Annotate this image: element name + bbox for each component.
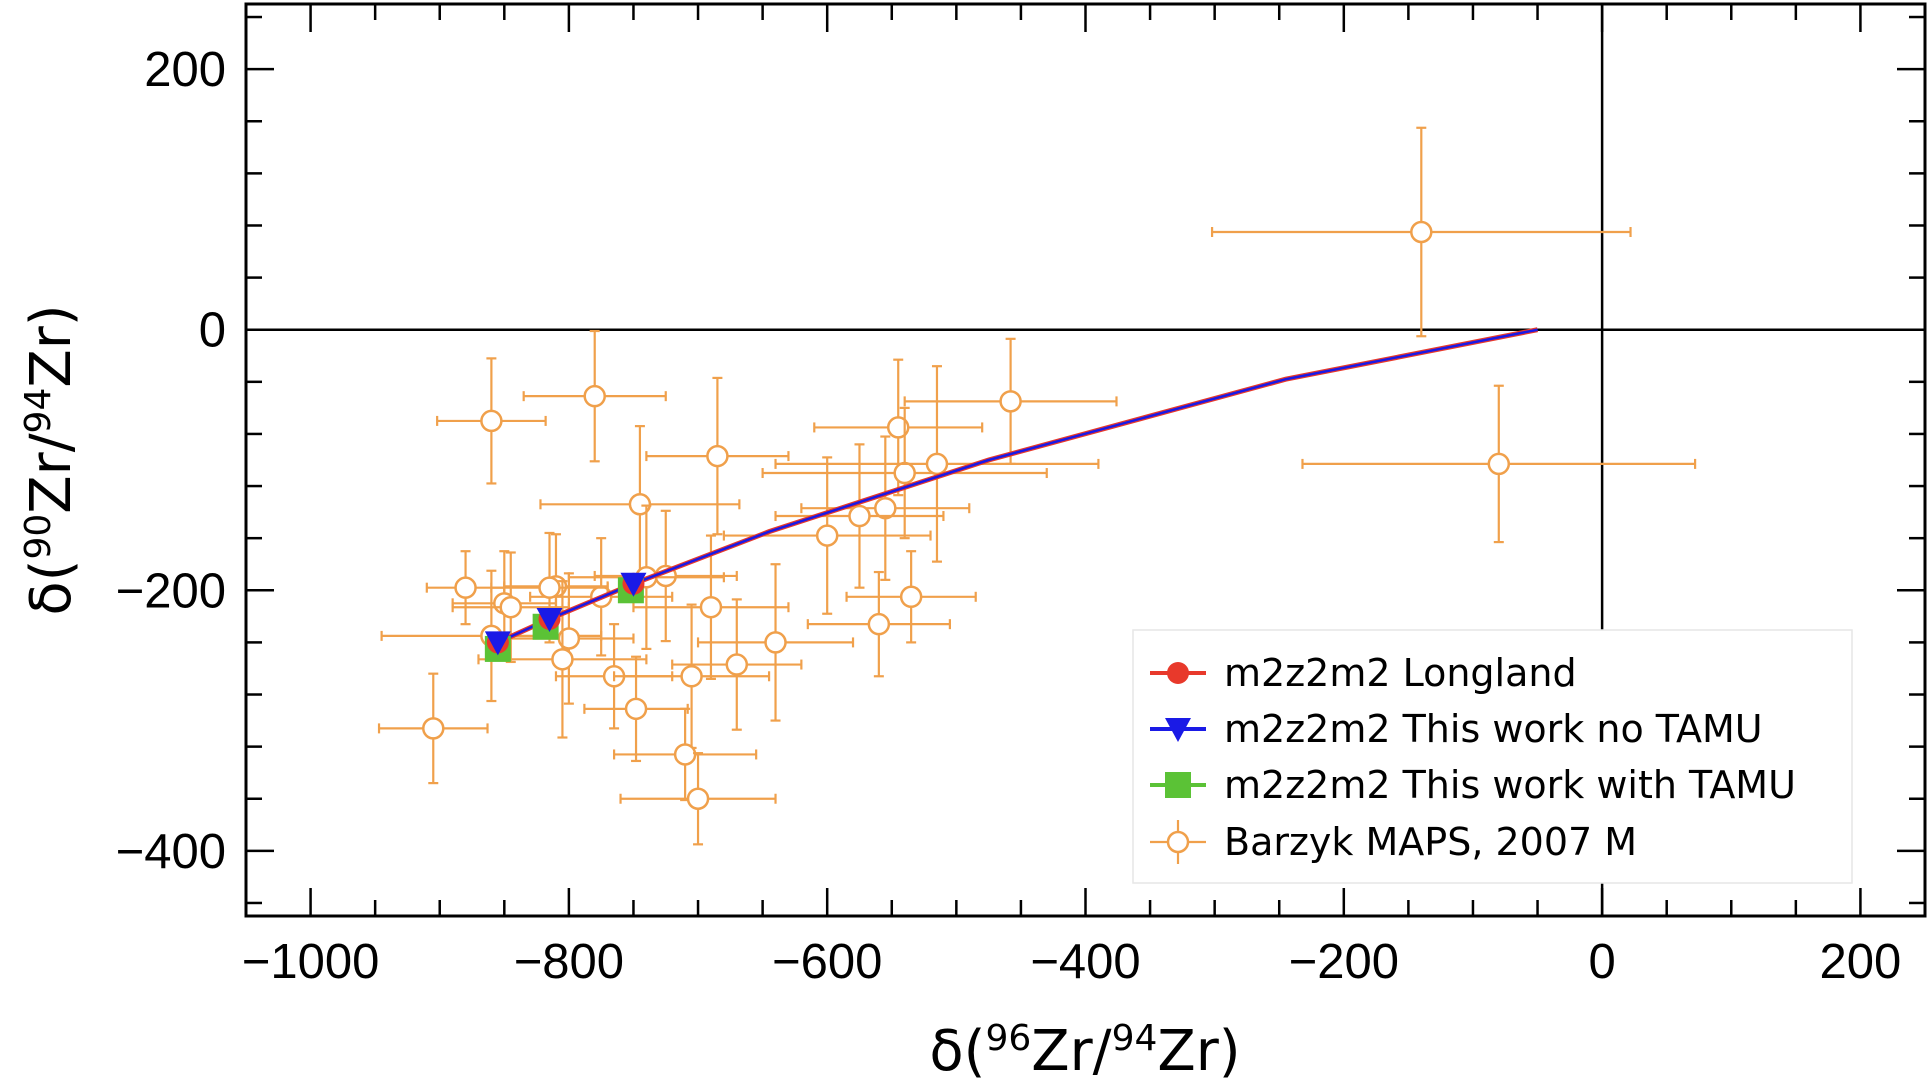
barzyk-point [632, 534, 790, 680]
barzyk-marker [848, 504, 871, 528]
model-lines [496, 327, 1539, 645]
legend-marker [1165, 718, 1191, 742]
no-tamu-marker [536, 607, 563, 632]
barzyk-marker [422, 717, 445, 740]
barzyk-point [583, 655, 689, 763]
legend-label: Barzyk MAPS, 2007 M [1224, 820, 1637, 864]
legend-marker [1167, 662, 1189, 684]
barzyk-marker [480, 409, 503, 433]
barzyk-point [522, 329, 667, 463]
legend-item: m2z2m2 This work with TAMU [1150, 763, 1796, 807]
barzyk-marker [1487, 452, 1511, 476]
barzyk-marker [874, 496, 897, 520]
barzyk-point [619, 752, 777, 846]
barzyk-marker [815, 524, 839, 547]
barzyk-point [377, 672, 489, 785]
x-axis-label: δ(96Zr/94Zr) [929, 1018, 1240, 1085]
x-tick-label: −200 [1289, 935, 1399, 989]
no-tamu-marker [620, 572, 647, 597]
tick-labels: −1000 −800 −600 −400 −200 0 200 −400 −200 0 200 [116, 43, 1902, 989]
x-tick-label: −1000 [242, 935, 380, 989]
y-tick-label: −400 [116, 825, 226, 879]
barzyk-marker [706, 444, 729, 468]
barzyk-marker [538, 576, 561, 599]
legend-label: m2z2m2 Longland [1224, 651, 1577, 695]
barzyk-marker [999, 390, 1022, 413]
legend-label: m2z2m2 This work no TAMU [1224, 707, 1763, 751]
x-tick-label: −800 [514, 935, 624, 989]
barzyk-marker [680, 665, 703, 688]
longland-line [496, 327, 1539, 645]
barzyk-marker [764, 631, 787, 654]
barzyk-point [503, 572, 635, 705]
barzyk-marker [725, 653, 749, 676]
legend-item: Barzyk MAPS, 2007 M [1150, 820, 1637, 864]
barzyk-errorbars [377, 126, 1697, 846]
barzyk-marker [624, 697, 648, 721]
barzyk-marker [925, 452, 949, 476]
barzyk-marker [899, 585, 923, 609]
barzyk-point [903, 337, 1118, 466]
x-tick-label: −400 [1030, 935, 1140, 989]
x-tick-label: 200 [1820, 935, 1902, 989]
legend: m2z2m2 Longland m2z2m2 This work no TAMU m… [1132, 629, 1853, 884]
model-markers [484, 572, 647, 662]
barzyk-point [696, 563, 855, 722]
barzyk-point [1301, 384, 1697, 544]
barzyk-marker [886, 416, 910, 439]
barzyk-point [593, 509, 738, 643]
no-tamu-marker [484, 631, 511, 656]
legend-label: m2z2m2 This work with TAMU [1224, 763, 1796, 807]
x-tick-label: −600 [772, 935, 882, 989]
legend-box [1132, 629, 1853, 884]
barzyk-point [774, 443, 945, 589]
barzyk-marker [551, 648, 574, 671]
no-tamu-line [497, 328, 1538, 644]
legend-item: m2z2m2 Longland [1150, 651, 1577, 695]
x-tick-label: 0 [1588, 935, 1615, 989]
barzyk-point [774, 365, 1100, 563]
barzyk-point [645, 376, 790, 536]
barzyk-point [436, 357, 547, 485]
axis-ticks [246, 4, 1925, 916]
barzyk-marker [583, 384, 606, 408]
legend-marker [1165, 772, 1191, 798]
y-axis-label: δ(90Zr/94Zr) [18, 304, 85, 615]
y-tick-label: 200 [144, 43, 226, 97]
barzyk-marker [893, 461, 916, 485]
barzyk-point [612, 707, 758, 802]
barzyk-point [845, 550, 977, 644]
barzyk-marker [867, 612, 891, 636]
barzyk-marker [628, 493, 652, 516]
barzyk-point [806, 570, 951, 678]
barzyk-marker [686, 787, 710, 810]
y-tick-label: −200 [116, 564, 226, 618]
plot-frame [244, 2, 1927, 918]
barzyk-marker [454, 576, 477, 599]
barzyk-marker [557, 627, 581, 650]
barzyk-marker [673, 743, 697, 766]
barzyk-point [1210, 126, 1632, 338]
barzyk-point [612, 603, 771, 750]
barzyk-point [425, 550, 506, 626]
barzyk-point [671, 598, 803, 731]
barzyk-point [539, 425, 741, 584]
barzyk-marker [1410, 220, 1433, 244]
barzyk-marker [499, 595, 523, 619]
barzyk-point [800, 435, 971, 581]
legend-item: m2z2m2 This work no TAMU [1150, 707, 1763, 751]
legend-marker [1166, 830, 1190, 854]
y-tick-label: 0 [199, 304, 226, 358]
barzyk-marker [699, 595, 723, 619]
